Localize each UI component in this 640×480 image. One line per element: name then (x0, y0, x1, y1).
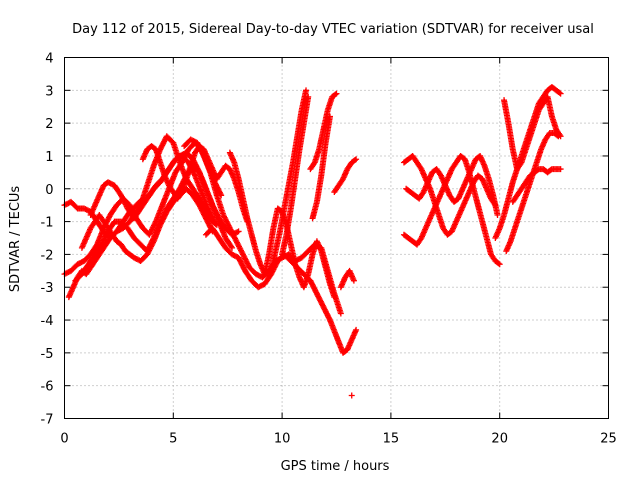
data-point (496, 261, 503, 268)
y-tick-label: -5 (41, 347, 54, 362)
y-tick-label: -4 (41, 314, 54, 329)
data-point (348, 392, 355, 399)
data-point (353, 156, 360, 163)
data-point (191, 171, 198, 178)
y-tick-label: -7 (41, 413, 54, 428)
x-tick-label: 5 (169, 432, 177, 447)
data-point (234, 229, 241, 236)
x-tick-label: 25 (600, 432, 617, 447)
data-point (555, 133, 562, 140)
data-point (200, 151, 207, 158)
y-axis-label: SDTVAR / TECUs (8, 186, 23, 293)
data-point (554, 132, 561, 139)
data-point (557, 90, 564, 97)
y-tick-label: -3 (41, 281, 54, 296)
y-tick-label: 0 (45, 183, 53, 198)
x-axis-label: GPS time / hours (281, 459, 390, 474)
data-point (494, 212, 501, 219)
data-point (331, 294, 338, 301)
data-point (557, 166, 564, 173)
y-tick-label: 4 (45, 52, 53, 67)
chart-title: Day 112 of 2015, Sidereal Day-to-day VTE… (72, 22, 594, 37)
data-point (353, 326, 360, 333)
x-tick-label: 0 (60, 432, 68, 447)
x-tick-label: 20 (491, 432, 508, 447)
data-point (326, 315, 333, 322)
data-point (303, 87, 310, 94)
y-tick-label: 1 (45, 150, 53, 165)
y-tick-label: 3 (45, 84, 53, 99)
data-point (195, 168, 202, 175)
grid (64, 57, 609, 419)
y-tick-label: -2 (41, 248, 54, 263)
data-point (305, 93, 312, 100)
data-point (556, 89, 563, 96)
data-points (61, 84, 564, 399)
data-point (337, 310, 344, 317)
plot-frame (64, 57, 609, 419)
y-tick-label: -6 (41, 380, 54, 395)
data-point (350, 277, 357, 284)
data-point (351, 157, 358, 164)
x-tick-label: 15 (383, 432, 400, 447)
data-point (228, 243, 235, 250)
data-point (229, 244, 236, 251)
data-point (235, 228, 242, 235)
data-point (326, 113, 333, 120)
y-tick-label: 2 (45, 117, 53, 132)
data-point (332, 91, 339, 98)
axis-ticks: 0 5 10 15 20 25 -7 -6 -5 -4 -3 -2 -1 0 1 2 3 4 (41, 52, 617, 447)
data-point (333, 90, 340, 97)
data-point (495, 260, 502, 267)
data-point (150, 239, 157, 246)
y-tick-label: -1 (41, 216, 54, 231)
x-tick-label: 10 (274, 432, 291, 447)
